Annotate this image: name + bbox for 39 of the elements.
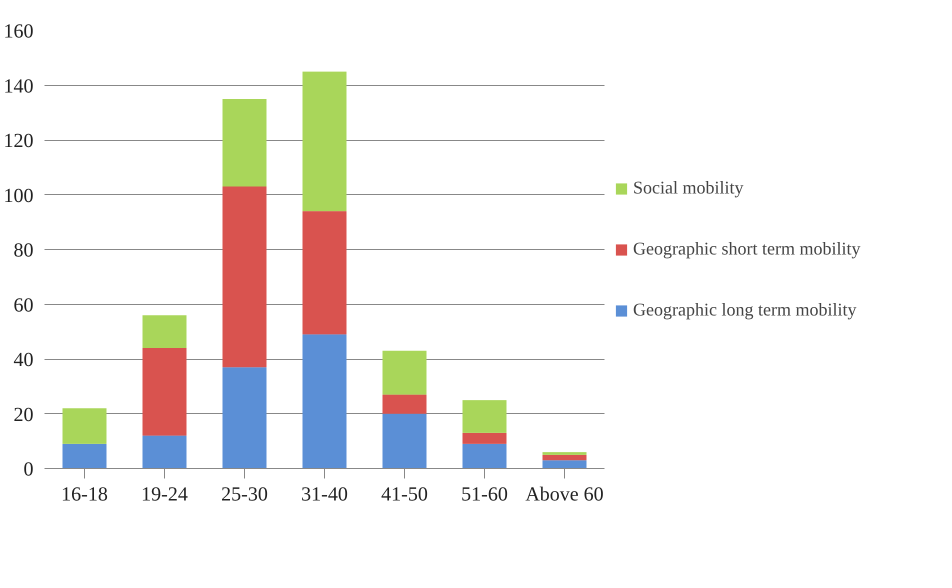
x-tick-label: 16-18	[61, 484, 108, 506]
bar	[222, 98, 266, 187]
y-tick-label: 120	[4, 130, 34, 152]
bar	[462, 432, 506, 444]
y-tick-label: 40	[14, 349, 34, 371]
bar	[302, 334, 346, 468]
legend-label: Social mobility	[633, 178, 744, 198]
bar	[222, 186, 266, 368]
bar	[382, 350, 426, 395]
bar	[222, 367, 266, 468]
bar	[302, 72, 346, 212]
x-tick-label: Above 60	[525, 484, 604, 506]
bar	[142, 348, 186, 436]
bar	[302, 211, 346, 334]
x-tick-label: 41-50	[381, 484, 428, 506]
y-tick-label: 160	[4, 20, 34, 42]
y-tick-label: 80	[14, 240, 34, 262]
bar	[382, 414, 426, 468]
bar	[62, 444, 106, 468]
bar	[142, 315, 186, 348]
x-tick-label: 31-40	[301, 484, 348, 506]
y-tick-label: 20	[14, 404, 34, 426]
x-tick-label: 19-24	[141, 484, 188, 506]
y-tick-label: 0	[24, 458, 34, 480]
y-tick-label: 140	[4, 75, 34, 98]
bar	[462, 444, 506, 468]
bar	[542, 454, 586, 460]
x-tick-label: 51-60	[461, 484, 508, 506]
bar	[62, 408, 106, 444]
bar	[542, 452, 586, 455]
bar	[542, 460, 586, 468]
y-tick-label: 100	[4, 184, 34, 207]
x-tick-label: 25-30	[221, 484, 268, 506]
legend-label: Geographic short term mobility	[633, 238, 860, 260]
legend-label: Geographic long term mobility	[633, 300, 856, 320]
y-tick-label: 60	[14, 294, 34, 316]
bar	[142, 436, 186, 468]
bar	[462, 400, 506, 433]
bar	[382, 394, 426, 414]
